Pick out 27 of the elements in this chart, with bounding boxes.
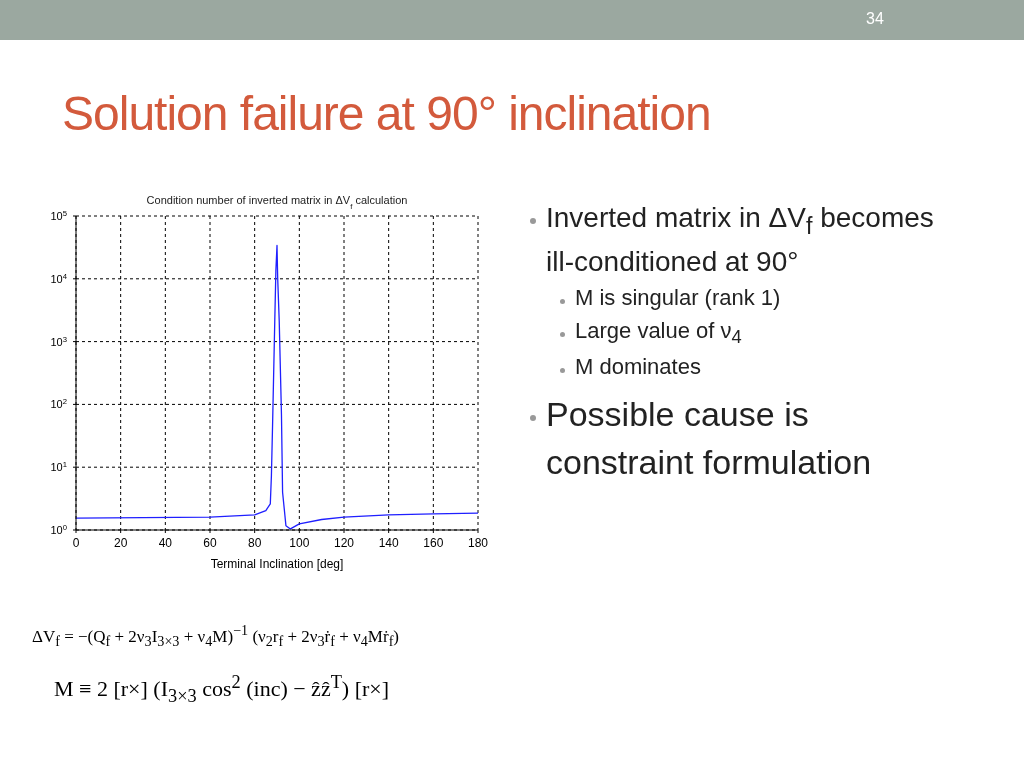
x-tick-label: 180 <box>467 536 489 550</box>
x-tick-label: 40 <box>158 536 173 550</box>
text: M ≡ 2 [r×] (I$_{3×3}$ cos$^{2}$ (inc) − ẑẑ$^{T}$) [r×] <box>54 672 390 707</box>
y-tick-label: 10$^{5}$ <box>50 208 67 222</box>
y-tick-label: 10$^{2}$ <box>50 396 67 411</box>
x-tick-label: 60 <box>203 536 217 550</box>
x-tick-label: 80 <box>247 536 262 550</box>
x-tick-label: 140 <box>378 536 399 550</box>
y-tick-label: 10$^{4}$ <box>50 271 68 285</box>
x-tick-label: 160 <box>423 536 444 550</box>
y-tick-label: 10$^{3}$ <box>50 334 67 348</box>
text: Possible cause is constraint formulation <box>546 394 873 483</box>
text: ΔV$_{f}$ = −(Q$_{f}$ + 2ν$_{3}$I$_{3×3}$ + ν$_{4}$M)$^{−1}$ (ν$_{2}$r$_{f}$ + 2ν$_{3}$ṙ$_{f}$ + ν$_{4}$Mṙ$_{f}$) <box>32 622 400 650</box>
text: M is singular (rank 1) <box>575 284 781 313</box>
chart-subtitle: Condition number of inverted matrix in ΔV$_{f}$ calculation <box>146 194 408 211</box>
x-axis-title: Terminal Inclination [deg] <box>210 557 344 571</box>
x-tick-label: 100 <box>289 536 310 550</box>
text: 34 <box>865 10 885 28</box>
y-tick-label: 10$^{0}$ <box>50 522 67 536</box>
x-tick-label: 120 <box>333 536 355 550</box>
x-tick-label: 0 <box>72 536 80 550</box>
text: Inverted matrix in ΔV$_{f}$ becomes ill-conditioned at 90° <box>546 201 935 280</box>
x-tick-label: 20 <box>113 536 128 550</box>
chart-title: Solution failure at 90° inclination <box>62 86 711 141</box>
text: M dominates <box>575 353 701 382</box>
y-tick-label: 10$^{1}$ <box>50 459 67 474</box>
text: Large value of ν$_{4}$ <box>575 317 742 350</box>
